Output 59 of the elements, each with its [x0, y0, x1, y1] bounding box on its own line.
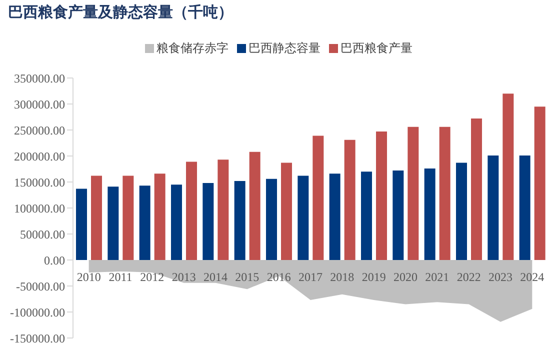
bar	[502, 94, 514, 260]
bar	[108, 186, 119, 260]
y-tick-label: -50000.00	[16, 279, 65, 294]
bar	[361, 172, 372, 260]
bar	[488, 155, 499, 260]
y-tick-label: 200000.00	[14, 149, 65, 164]
x-tick-label: 2012	[140, 270, 164, 284]
bar	[202, 183, 214, 260]
x-tick-label: 2010	[76, 270, 101, 284]
bar	[281, 162, 292, 260]
y-tick-label: 100000.00	[14, 201, 65, 216]
bar	[392, 170, 404, 260]
y-tick-label: 0.00	[44, 253, 65, 268]
bar	[519, 155, 530, 260]
x-tick-label: 2018	[330, 270, 354, 284]
bar	[298, 176, 309, 260]
bar	[471, 118, 482, 260]
bar	[76, 188, 87, 260]
bar	[91, 176, 102, 260]
x-tick-label: 2013	[172, 270, 196, 284]
y-tick-label: -100000.00	[10, 305, 65, 320]
y-tick-label: 50000.00	[20, 227, 65, 242]
bar	[376, 132, 387, 260]
x-tick-label: 2017	[298, 270, 322, 284]
bar	[218, 160, 229, 260]
y-tick-label: -150000.00	[10, 331, 65, 346]
x-tick-label: 2011	[108, 270, 132, 284]
bar	[186, 162, 197, 260]
x-tick-label: 2022	[456, 270, 481, 284]
bar	[439, 126, 450, 260]
bar	[266, 178, 277, 260]
y-tick-label: 350000.00	[14, 71, 65, 86]
x-tick-label: 2015	[235, 270, 260, 284]
bar	[249, 152, 260, 260]
bar	[154, 174, 166, 260]
x-tick-label: 2020	[394, 270, 418, 284]
bar	[171, 184, 182, 260]
bar	[329, 174, 340, 260]
x-tick-label: 2019	[362, 270, 386, 284]
x-tick-label: 2023	[488, 270, 512, 284]
bar	[234, 180, 246, 260]
bar	[122, 176, 134, 260]
y-tick-label: 250000.00	[14, 123, 65, 138]
legend-label: 粮食储存赤字	[156, 40, 228, 56]
chart-title: 巴西粮食产量及静态容量（千吨）	[8, 3, 233, 22]
bar	[456, 162, 467, 260]
y-tick-label: 150000.00	[14, 175, 65, 190]
bar	[139, 186, 150, 260]
x-tick-label: 2021	[425, 270, 450, 284]
y-tick-label: 300000.00	[14, 97, 65, 112]
bar	[408, 126, 419, 260]
legend-label: 巴西粮食产量	[340, 40, 412, 56]
x-tick-label: 2014	[204, 270, 228, 284]
bar	[344, 140, 356, 260]
bar	[534, 106, 546, 260]
bar	[312, 136, 324, 260]
x-tick-label: 2024	[520, 270, 544, 284]
bar	[424, 168, 436, 260]
legend-label: 巴西静态容量	[248, 40, 320, 56]
